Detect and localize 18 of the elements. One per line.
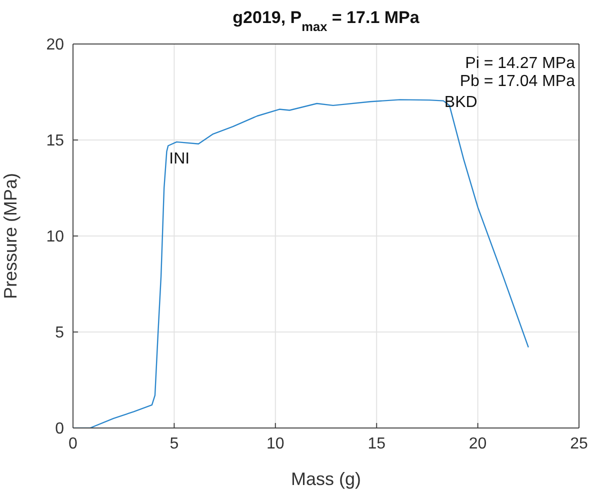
x-tick-label: 25 bbox=[570, 435, 588, 452]
annotation: INI bbox=[169, 150, 190, 168]
annotation: Pb = 17.04 MPa bbox=[460, 73, 576, 90]
x-tick-label: 10 bbox=[266, 435, 284, 452]
x-tick-label: 15 bbox=[368, 435, 386, 452]
x-tick-label: 0 bbox=[68, 435, 78, 452]
annotation: BKD bbox=[444, 94, 478, 111]
y-tick-label: 5 bbox=[55, 324, 64, 342]
x-tick-label: 5 bbox=[170, 435, 179, 452]
y-tick-label: 15 bbox=[46, 132, 64, 150]
x-axis-title: Mass (g) bbox=[290, 469, 362, 489]
y-tick-label: 10 bbox=[46, 228, 64, 246]
x-tick-label: 20 bbox=[468, 435, 487, 452]
y-axis-title: Pressure (MPa) bbox=[0, 172, 20, 300]
chart-title: g2019, P$_{max}$ = 17.1 MPa bbox=[232, 8, 420, 34]
y-tick-label: 20 bbox=[46, 36, 64, 54]
y-tick-label: 0 bbox=[55, 420, 64, 438]
annotation: Pi = 14.27 MPa bbox=[465, 55, 576, 72]
